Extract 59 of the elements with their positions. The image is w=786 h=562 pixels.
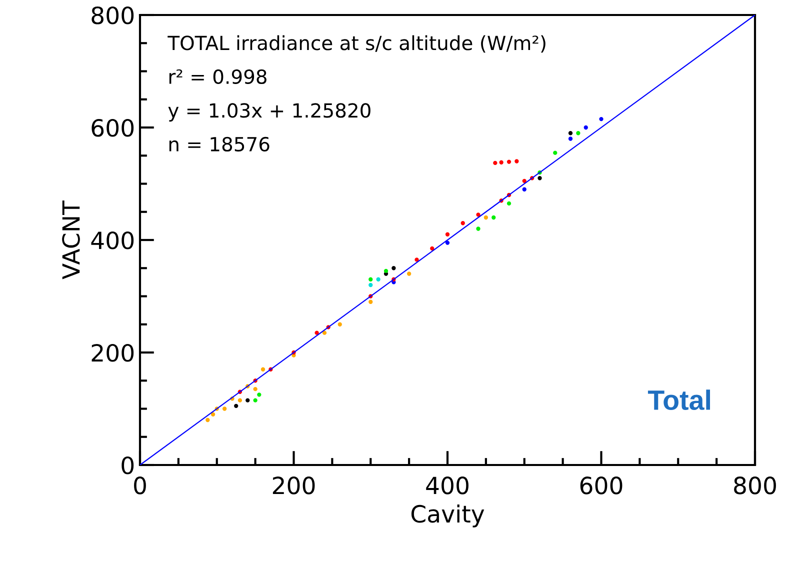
point	[484, 215, 488, 220]
y-axis-title: VACNT	[62, 200, 80, 280]
point	[430, 246, 434, 251]
x-tick-label: 600	[580, 476, 622, 494]
point	[584, 125, 588, 130]
point	[445, 240, 450, 245]
annotation: Total	[648, 390, 710, 410]
annotation: TOTAL irradiance at s/c altitude (W/m²)	[168, 35, 546, 53]
annotation: y = 1.03x + 1.25820	[168, 103, 370, 122]
point	[506, 160, 512, 164]
point	[206, 418, 210, 422]
point	[599, 116, 604, 122]
point	[210, 412, 216, 416]
x-axis-title: Cavity	[411, 504, 484, 528]
y-tick-label: 400	[91, 231, 134, 250]
point	[368, 282, 373, 288]
point	[576, 131, 580, 136]
point	[514, 159, 519, 164]
point	[493, 160, 498, 166]
point	[222, 406, 227, 411]
point	[314, 330, 319, 335]
point	[522, 178, 526, 184]
point	[445, 232, 450, 236]
y-tick-label: 0	[122, 456, 134, 474]
x-tick-label: 400	[426, 476, 468, 494]
point	[253, 398, 258, 402]
point	[234, 404, 238, 408]
y-tick-label: 800	[92, 6, 134, 24]
point	[246, 398, 250, 402]
point	[553, 150, 558, 155]
point	[414, 258, 419, 262]
point	[384, 268, 388, 274]
point	[376, 277, 380, 282]
point	[368, 300, 373, 304]
point	[406, 272, 412, 276]
x-tick-label: 200	[272, 476, 315, 494]
annotation: n = 18576	[169, 136, 270, 152]
point	[568, 136, 573, 141]
point	[538, 176, 542, 180]
y-tick-label: 200	[92, 344, 134, 362]
point	[476, 212, 480, 217]
point	[492, 215, 496, 220]
point	[522, 187, 526, 192]
point	[499, 160, 504, 164]
point	[392, 266, 396, 270]
point	[506, 201, 512, 206]
point	[257, 392, 262, 397]
point	[368, 277, 373, 282]
point	[322, 330, 327, 335]
x-tick-label: 0	[134, 476, 146, 494]
point	[460, 221, 465, 226]
y-tick-label: 600	[92, 118, 134, 137]
point	[238, 398, 242, 402]
annotation: r² = 0.998	[169, 69, 266, 84]
point	[568, 131, 573, 136]
point	[260, 367, 266, 372]
x-tick-label: 800	[734, 476, 776, 494]
point	[338, 322, 342, 326]
point	[253, 386, 258, 392]
